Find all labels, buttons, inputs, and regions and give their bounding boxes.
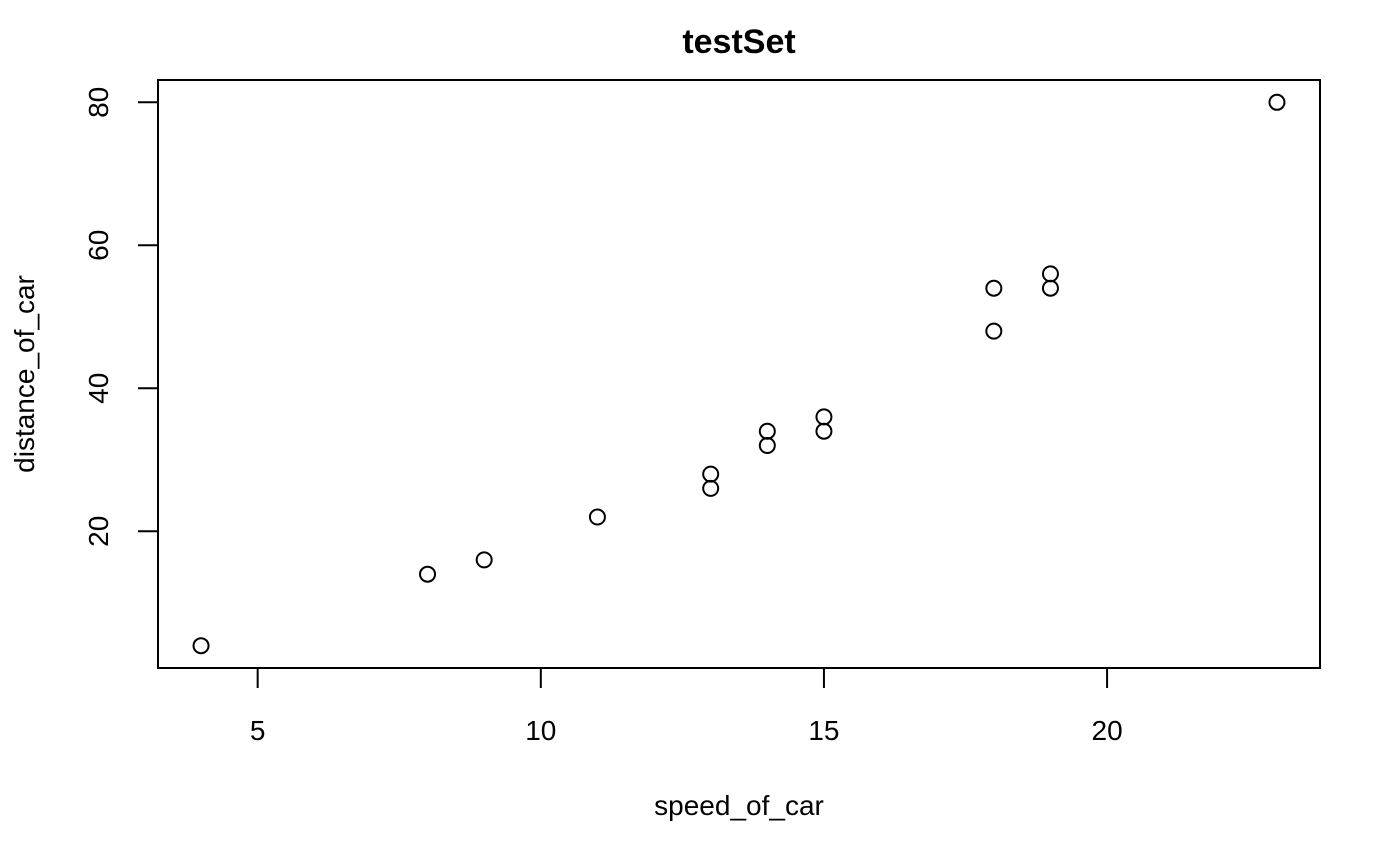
y-tick-label: 60 (83, 230, 114, 261)
data-point (815, 422, 833, 440)
data-point (702, 479, 720, 497)
data-point (758, 436, 776, 454)
data-point (1268, 93, 1286, 111)
x-tick-label: 20 (1092, 715, 1123, 746)
x-tick-label: 10 (525, 715, 556, 746)
data-point (475, 551, 493, 569)
data-point (419, 565, 437, 583)
y-tick-label: 20 (83, 516, 114, 547)
data-point (1041, 265, 1059, 283)
data-point (985, 279, 1003, 297)
y-axis: 20 40 60 80 (83, 87, 159, 547)
data-point (1041, 279, 1059, 297)
x-tick-label: 15 (808, 715, 839, 746)
data-point (758, 422, 776, 440)
data-point (192, 637, 210, 655)
data-point (985, 322, 1003, 340)
x-axis-label: speed_of_car (654, 790, 824, 821)
y-axis-label: distance_of_car (9, 275, 40, 473)
x-axis: 5 10 15 20 (250, 667, 1123, 746)
y-tick-label: 80 (83, 87, 114, 118)
data-point (588, 508, 606, 526)
data-point (702, 465, 720, 483)
chart-title: testSet (682, 23, 795, 61)
plot-frame (157, 79, 1321, 669)
data-points (192, 93, 1286, 655)
data-point (815, 408, 833, 426)
x-tick-label: 5 (250, 715, 266, 746)
y-tick-label: 40 (83, 373, 114, 404)
